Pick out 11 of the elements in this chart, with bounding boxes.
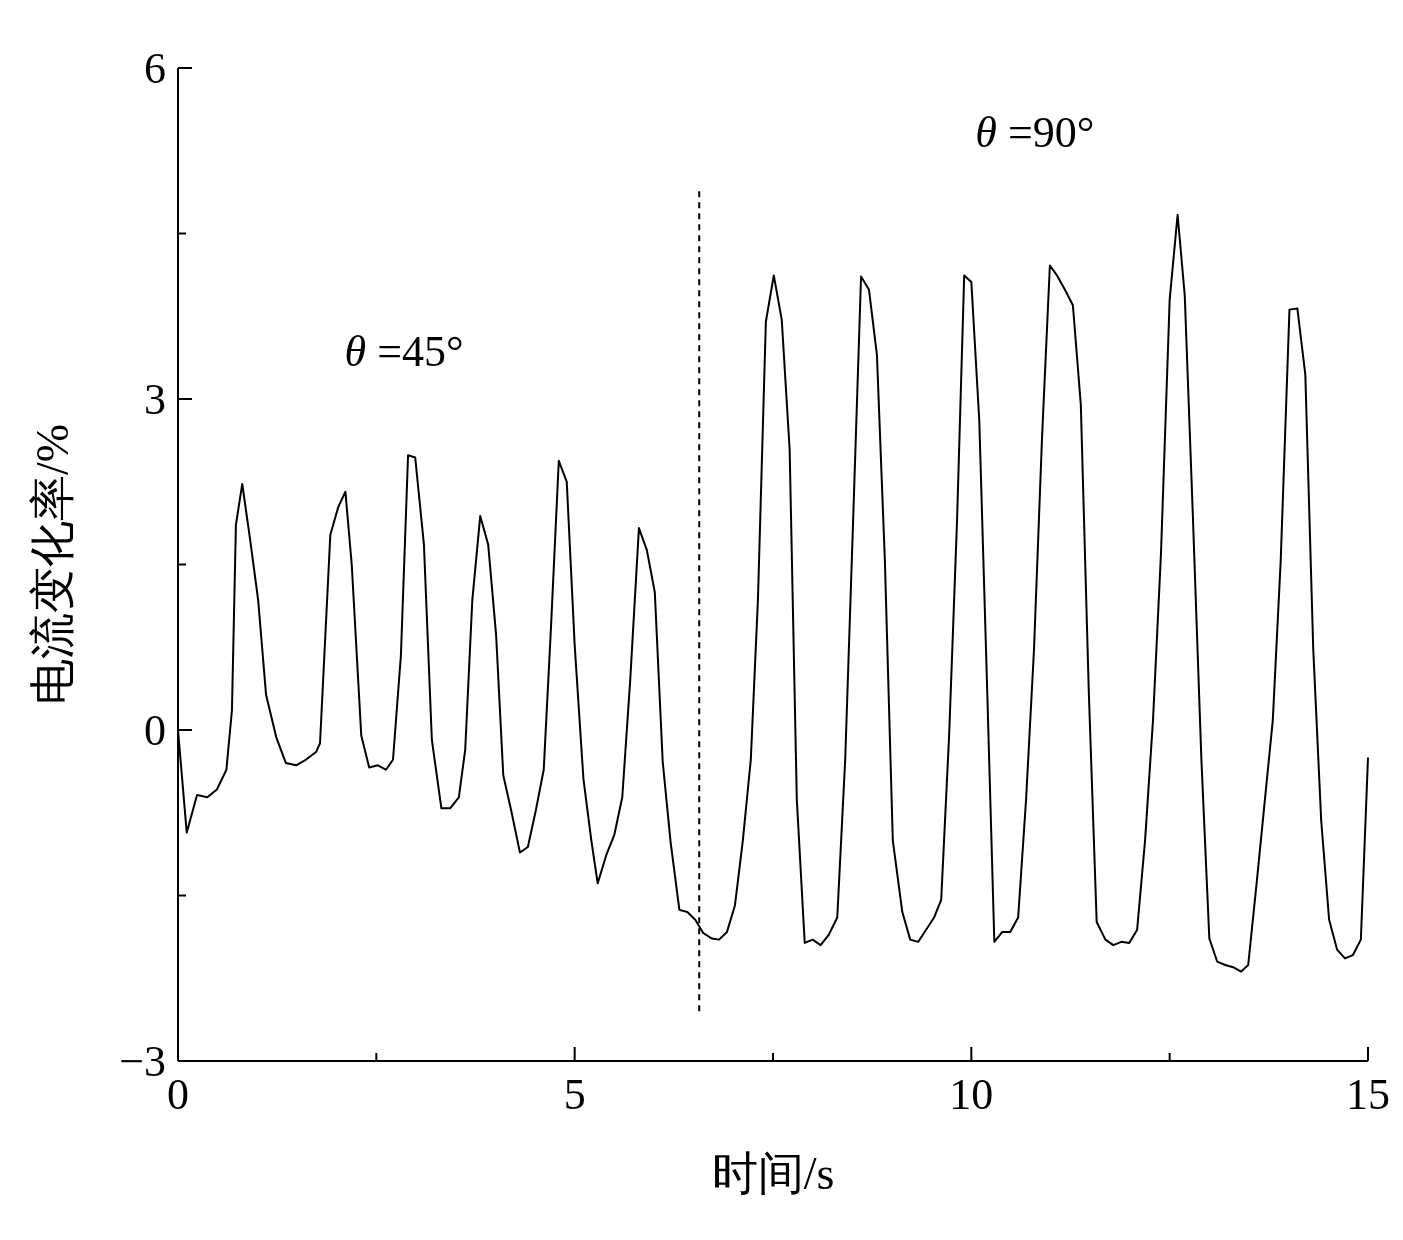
annotation: θ =90° (975, 108, 1095, 158)
x-tick-label: 15 (1346, 1070, 1390, 1119)
y-tick-label: 6 (144, 44, 166, 94)
x-tick-label: 5 (563, 1070, 586, 1119)
y-tick-label: 0 (144, 706, 166, 756)
x-axis-title: 时间/s (711, 1148, 835, 1199)
annotation: θ =45° (344, 326, 464, 376)
y-tick-label: 3 (144, 375, 166, 425)
y-tick-label: −3 (119, 1037, 166, 1087)
y-axis-title: 电流变化率/% (27, 423, 78, 706)
x-tick-label: 10 (949, 1070, 994, 1119)
